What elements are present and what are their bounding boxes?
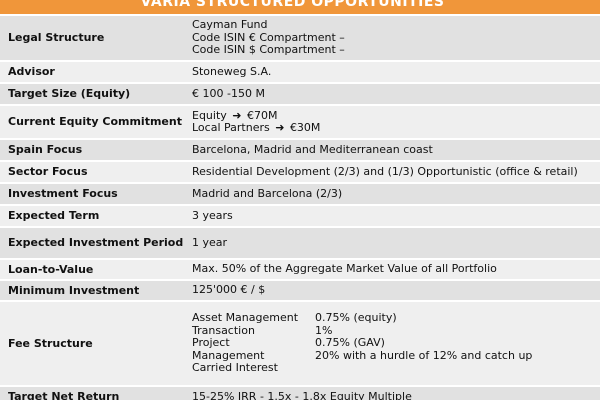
row-label: Sector Focus xyxy=(0,161,184,184)
fee-value: 1% xyxy=(315,323,333,337)
row-label: Legal Structure xyxy=(0,16,184,62)
row-value: 3 years xyxy=(184,205,600,228)
row-label: Expected Term xyxy=(0,205,184,228)
row-label: Target Size (Equity) xyxy=(0,83,184,106)
row-value: Barcelona, Madrid and Mediterranean coas… xyxy=(184,139,600,162)
fee-name: Carried Interest xyxy=(192,361,278,375)
commitment-name: Equity xyxy=(192,108,227,122)
row-value: € 100 -150 M xyxy=(184,83,600,106)
table-row-equity-commitment: Current Equity Commitment Equity ➜ €70M … xyxy=(0,105,600,140)
fee-name: Management xyxy=(192,348,265,362)
fee-name: Project xyxy=(192,336,230,350)
row-label: Spain Focus xyxy=(0,139,184,162)
row-label: Target Net Return xyxy=(0,386,184,400)
table-row-fee-structure: Fee Structure Asset Management 0.75% (eq… xyxy=(0,301,600,387)
row-value: Madrid and Barcelona (2/3) xyxy=(184,183,600,206)
value-line: Code ISIN € Compartment – xyxy=(192,30,345,44)
commitment-line: Local Partners ➜ €30M xyxy=(192,121,600,135)
table-row-legal-structure: Legal Structure Cayman Fund Code ISIN € … xyxy=(0,16,600,62)
fee-list: Asset Management 0.75% (equity) Transact… xyxy=(192,312,600,375)
value-line: Cayman Fund xyxy=(192,18,268,32)
factsheet-title: VARIA STRUCTURED OPPORTUNITIES xyxy=(140,0,445,10)
fee-value: 20% with a hurdle of 12% and catch up xyxy=(315,348,533,362)
value-line: Code ISIN $ Compartment – xyxy=(192,43,345,57)
factsheet-title-bar: VARIA STRUCTURED OPPORTUNITIES xyxy=(0,0,600,14)
commitment-amount: €70M xyxy=(247,108,278,122)
fee-value: 0.75% (GAV) xyxy=(315,336,385,350)
arrow-right-icon: ➜ xyxy=(232,108,242,122)
table-row-target-size: Target Size (Equity) € 100 -150 M xyxy=(0,83,600,106)
row-label: Minimum Investment xyxy=(0,280,184,302)
row-label: Expected Investment Period xyxy=(0,227,184,260)
row-value: Equity ➜ €70M Local Partners ➜ €30M xyxy=(184,105,600,140)
row-label: Investment Focus xyxy=(0,183,184,206)
table-row-sector-focus: Sector Focus Residential Development (2/… xyxy=(0,161,600,184)
commitment-name: Local Partners xyxy=(192,121,270,134)
row-label: Current Equity Commitment xyxy=(0,105,184,140)
row-label: Loan-to-Value xyxy=(0,259,184,281)
commitment-line: Equity ➜ €70M xyxy=(192,108,600,123)
fee-name: Transaction xyxy=(192,323,255,337)
fee-name: Asset Management xyxy=(192,311,299,325)
table-row-target-net-return: Target Net Return 15-25% IRR - 1.5x - 1.… xyxy=(0,386,600,400)
row-label: Advisor xyxy=(0,61,184,84)
table-row-investment-focus: Investment Focus Madrid and Barcelona (2… xyxy=(0,183,600,206)
table-row-spain-focus: Spain Focus Barcelona, Madrid and Medite… xyxy=(0,139,600,162)
table-row-minimum-investment: Minimum Investment 125'000 € / $ xyxy=(0,280,600,302)
table-row-advisor: Advisor Stoneweg S.A. xyxy=(0,61,600,84)
row-value: 1 year xyxy=(184,227,600,260)
arrow-right-icon: ➜ xyxy=(275,121,285,134)
table-row-investment-period: Expected Investment Period 1 year xyxy=(0,227,600,260)
fund-terms-table: Legal Structure Cayman Fund Code ISIN € … xyxy=(0,16,600,400)
table-row-loan-to-value: Loan-to-Value Max. 50% of the Aggregate … xyxy=(0,259,600,281)
commitment-amount: €30M xyxy=(289,121,321,134)
fee-value xyxy=(315,362,600,375)
row-value: Max. 50% of the Aggregate Market Value o… xyxy=(184,259,600,281)
fee-value: 0.75% (equity) xyxy=(315,311,397,325)
row-label: Fee Structure xyxy=(0,301,184,387)
row-value: Residential Development (2/3) and (1/3) … xyxy=(184,161,600,184)
row-value: Cayman Fund Code ISIN € Compartment – Co… xyxy=(184,16,600,62)
row-value: 125'000 € / $ xyxy=(184,280,600,302)
row-value: Asset Management 0.75% (equity) Transact… xyxy=(184,301,600,387)
row-value: 15-25% IRR - 1.5x - 1.8x Equity Multiple xyxy=(184,386,600,400)
table-row-expected-term: Expected Term 3 years xyxy=(0,205,600,228)
row-value: Stoneweg S.A. xyxy=(184,61,600,84)
